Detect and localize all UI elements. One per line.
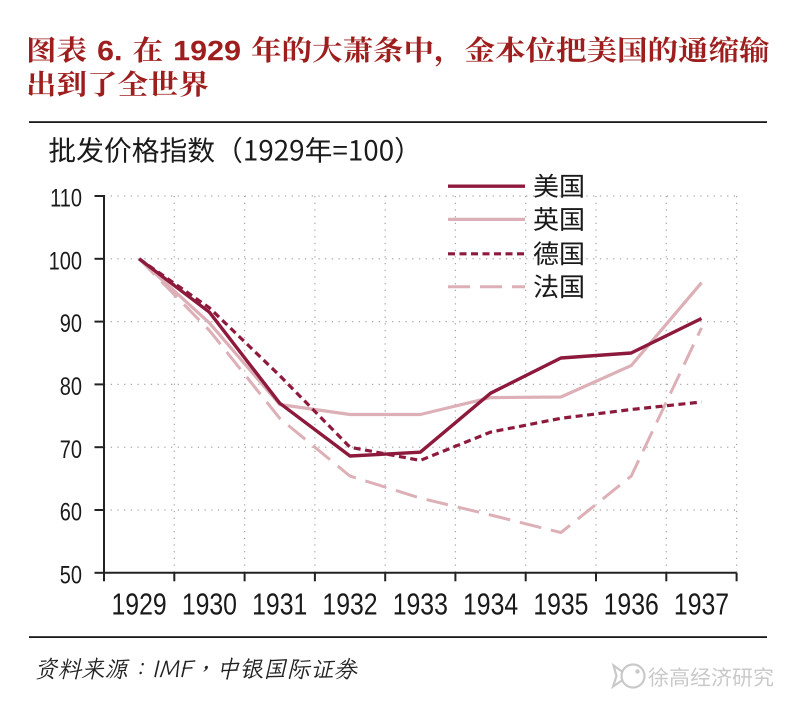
svg-text:1930: 1930 [182,587,237,621]
svg-text:1932: 1932 [322,587,377,621]
svg-text:1937: 1937 [674,587,729,621]
svg-text:1933: 1933 [393,587,448,621]
svg-text:60: 60 [60,499,82,527]
svg-text:1934: 1934 [463,587,518,621]
svg-text:50: 50 [60,561,82,589]
svg-text:110: 110 [50,185,82,213]
svg-text:80: 80 [60,373,82,401]
svg-text:100: 100 [49,247,82,275]
svg-text:1929: 1929 [112,587,167,621]
svg-text:1931: 1931 [252,587,307,621]
svg-text:1935: 1935 [533,587,588,621]
svg-text:70: 70 [60,436,82,464]
svg-text:90: 90 [60,310,82,338]
svg-text:1936: 1936 [604,587,659,621]
